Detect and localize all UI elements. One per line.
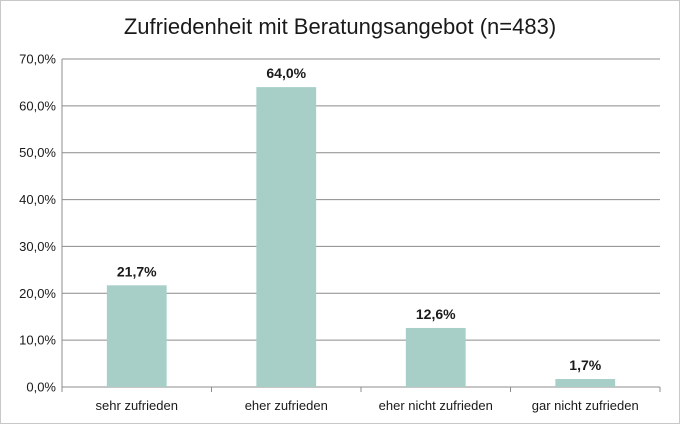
bar <box>405 327 466 387</box>
bar <box>256 87 317 387</box>
data-label: 1,7% <box>569 357 601 373</box>
y-tick-label: 10,0% <box>19 333 56 348</box>
x-tick-label: sehr zufrieden <box>96 398 178 413</box>
y-tick-label: 20,0% <box>19 286 56 301</box>
data-label: 21,7% <box>117 263 157 279</box>
x-tick-label: gar nicht zufrieden <box>532 398 639 413</box>
x-tick-label: eher zufrieden <box>245 398 328 413</box>
bar <box>106 285 167 387</box>
y-tick-label: 30,0% <box>19 239 56 254</box>
data-label: 12,6% <box>416 306 456 322</box>
chart-title: Zufriedenheit mit Beratungsangebot (n=48… <box>123 14 557 39</box>
data-label: 64,0% <box>266 65 306 81</box>
y-tick-label: 40,0% <box>19 192 56 207</box>
bar <box>555 379 616 387</box>
y-tick-label: 70,0% <box>19 52 56 67</box>
y-tick-label: 0,0% <box>26 380 56 395</box>
y-tick-label: 50,0% <box>19 145 56 160</box>
y-tick-label: 60,0% <box>19 98 56 113</box>
x-tick-label: eher nicht zufrieden <box>379 398 493 413</box>
